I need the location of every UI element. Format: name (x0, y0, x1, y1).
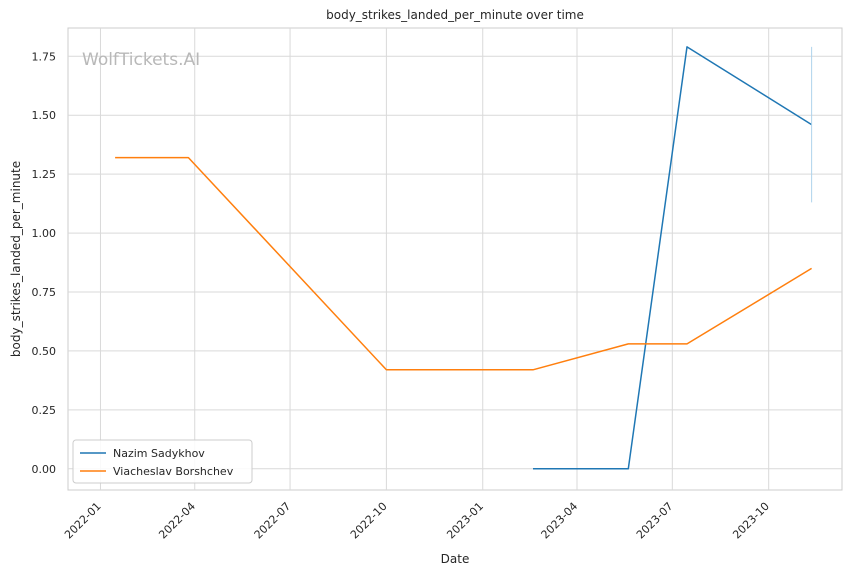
legend-box (72, 439, 253, 484)
y-axis-title: body_strikes_landed_per_minute (9, 161, 23, 357)
x-tick-label: 2023-07 (634, 500, 676, 542)
x-tick-labels: 2022-01 2022-04 2022-07 2022-10 2023-01 2023-… (62, 500, 772, 542)
legend: Nazim Sadykhov Viacheslav Borshchev (72, 439, 253, 484)
y-tick-label: 0.50 (32, 345, 57, 358)
x-gridlines (99, 28, 770, 490)
chart-title: body_strikes_landed_per_minute over time (326, 8, 584, 22)
x-tick-label: 2022-04 (156, 500, 198, 542)
x-tick-label: 2022-01 (62, 500, 104, 542)
y-tick-label: 0.75 (32, 286, 57, 299)
legend-label-nazim-sadykhov: Nazim Sadykhov (113, 447, 205, 460)
y-tick-label: 0.25 (32, 404, 57, 417)
y-tick-label: 1.00 (32, 227, 57, 240)
legend-label-viacheslav-borshchev: Viacheslav Borshchev (113, 465, 234, 478)
x-tick-label: 2023-10 (730, 500, 772, 542)
x-tick-label: 2022-10 (348, 500, 390, 542)
x-tick-label: 2022-07 (252, 500, 294, 542)
y-tick-label: 1.25 (32, 168, 57, 181)
series-layer (115, 46, 812, 470)
y-gridlines (68, 55, 842, 470)
plot-area (67, 27, 843, 491)
y-tick-labels: 0.00 0.25 0.50 0.75 1.00 1.25 1.50 1.75 (32, 50, 57, 476)
y-tick-label: 1.75 (32, 50, 57, 63)
x-tick-label: 2023-01 (444, 500, 486, 542)
y-tick-label: 1.50 (32, 109, 57, 122)
series-line-nazim-sadykhov (533, 46, 812, 470)
series-line-viacheslav-borshchev (115, 156, 812, 371)
watermark: WolfTickets.AI (82, 50, 200, 70)
y-tick-label: 0.00 (32, 463, 57, 476)
x-axis-title: Date (441, 552, 470, 566)
x-tick-label: 2023-04 (539, 500, 581, 542)
